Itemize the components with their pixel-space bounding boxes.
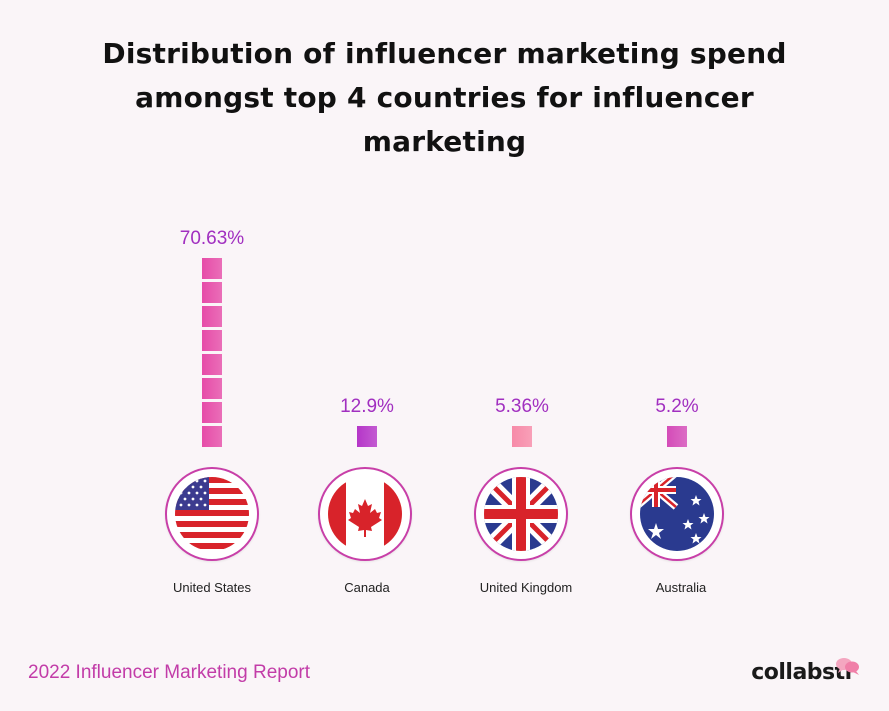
australia-flag-icon xyxy=(630,467,724,561)
bar-block xyxy=(202,378,222,399)
label-australia: Australia xyxy=(655,580,707,595)
bar-block xyxy=(202,402,222,423)
bar-block xyxy=(357,426,377,447)
chart-title: Distribution of influencer marketing spe… xyxy=(102,37,787,158)
bar-australia: 5.2% xyxy=(617,396,737,450)
canada-flag-icon xyxy=(318,467,412,561)
chat-bubbles-icon xyxy=(836,658,859,675)
bar-block xyxy=(202,330,222,351)
bar-block xyxy=(202,306,222,327)
label-united-kingdom: United Kingdom xyxy=(479,580,573,595)
bar-block xyxy=(202,258,222,279)
report-footer: 2022 Influencer Marketing Report xyxy=(28,662,310,683)
bar-block xyxy=(202,426,222,447)
value-label: 5.36% xyxy=(495,396,549,417)
label-canada: Canada xyxy=(344,580,390,595)
bar-canada: 12.9% xyxy=(307,396,427,450)
value-label: 12.9% xyxy=(340,396,394,417)
bar-united-kingdom: 5.36% xyxy=(462,396,582,450)
bar-block xyxy=(202,354,222,375)
us-flag-icon xyxy=(165,467,259,561)
uk-flag-icon xyxy=(474,467,568,561)
bar-block xyxy=(512,426,532,447)
bar-block xyxy=(667,426,687,447)
value-label: 5.2% xyxy=(655,396,699,417)
label-united-states: United States xyxy=(172,580,252,595)
bar-united-states: 70.63% xyxy=(152,228,272,450)
value-label: 70.63% xyxy=(179,228,245,249)
bar-block xyxy=(202,282,222,303)
